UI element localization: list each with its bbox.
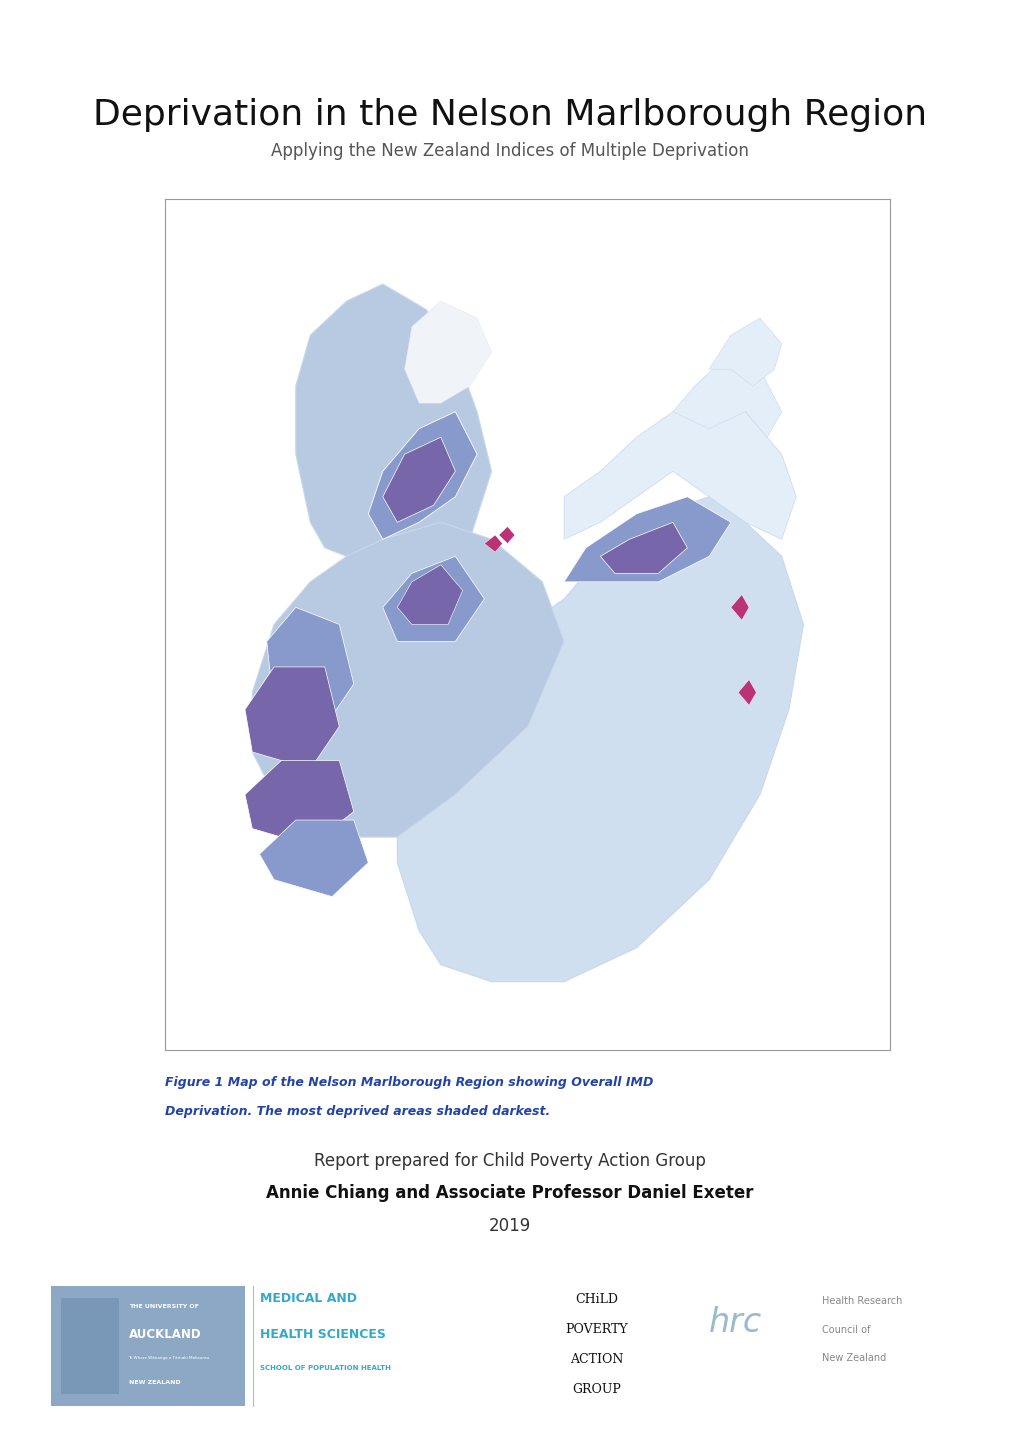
Polygon shape	[382, 437, 454, 522]
Polygon shape	[600, 522, 687, 574]
Text: Council of: Council of	[821, 1325, 869, 1335]
Polygon shape	[564, 386, 796, 539]
Text: CHiLD: CHiLD	[575, 1293, 618, 1306]
Polygon shape	[245, 760, 354, 845]
Polygon shape	[498, 526, 515, 544]
Text: Health Research: Health Research	[821, 1296, 902, 1306]
FancyBboxPatch shape	[51, 1286, 245, 1406]
Text: hrc: hrc	[708, 1306, 761, 1340]
Text: GROUP: GROUP	[572, 1383, 621, 1396]
Polygon shape	[738, 679, 755, 705]
Text: 2019: 2019	[488, 1217, 531, 1234]
Polygon shape	[405, 301, 491, 404]
Text: Deprivation in the Nelson Marlborough Region: Deprivation in the Nelson Marlborough Re…	[93, 98, 926, 133]
Text: Deprivation. The most deprived areas shaded darkest.: Deprivation. The most deprived areas sha…	[165, 1105, 550, 1118]
Polygon shape	[564, 496, 731, 581]
Polygon shape	[259, 820, 368, 897]
Polygon shape	[397, 496, 803, 982]
Text: NEW ZEALAND: NEW ZEALAND	[128, 1380, 180, 1384]
Text: AUCKLAND: AUCKLAND	[128, 1328, 201, 1341]
Polygon shape	[484, 535, 502, 552]
Polygon shape	[731, 594, 748, 620]
Polygon shape	[252, 522, 564, 836]
Text: Report prepared for Child Poverty Action Group: Report prepared for Child Poverty Action…	[314, 1152, 705, 1169]
Text: Te Whare Wānanga o Tāmaki Makaurau: Te Whare Wānanga o Tāmaki Makaurau	[128, 1355, 210, 1360]
Polygon shape	[368, 412, 477, 539]
FancyBboxPatch shape	[61, 1298, 118, 1394]
Text: SCHOOL OF POPULATION HEALTH: SCHOOL OF POPULATION HEALTH	[260, 1366, 390, 1371]
Text: Annie Chiang and Associate Professor Daniel Exeter: Annie Chiang and Associate Professor Dan…	[266, 1184, 753, 1201]
Text: HEALTH SCIENCES: HEALTH SCIENCES	[260, 1328, 385, 1341]
Polygon shape	[245, 666, 339, 769]
Polygon shape	[397, 565, 463, 624]
Text: POVERTY: POVERTY	[565, 1324, 628, 1337]
Polygon shape	[267, 607, 354, 727]
Text: MEDICAL AND: MEDICAL AND	[260, 1292, 357, 1305]
Text: Figure 1 Map of the Nelson Marlborough Region showing Overall IMD: Figure 1 Map of the Nelson Marlborough R…	[165, 1076, 653, 1089]
Polygon shape	[296, 284, 491, 598]
Text: New Zealand: New Zealand	[821, 1353, 886, 1363]
Polygon shape	[382, 557, 484, 642]
Polygon shape	[708, 319, 781, 386]
Polygon shape	[673, 352, 781, 437]
Text: Applying the New Zealand Indices of Multiple Deprivation: Applying the New Zealand Indices of Mult…	[271, 143, 748, 160]
Text: THE UNIVERSITY OF: THE UNIVERSITY OF	[128, 1304, 199, 1309]
Text: ACTION: ACTION	[570, 1353, 623, 1366]
